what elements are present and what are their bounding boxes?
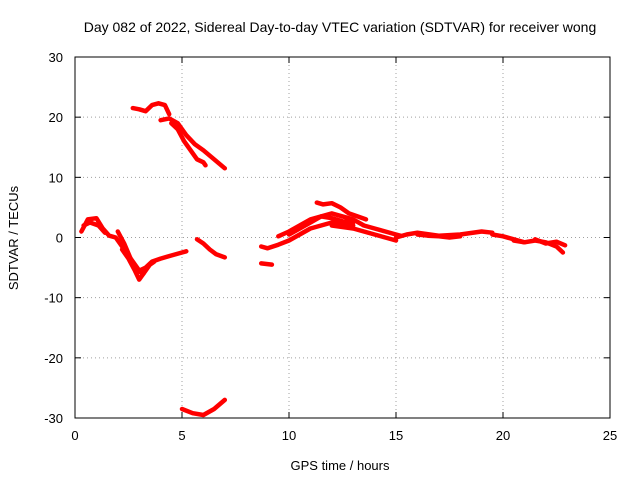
series-line-arc-10 [258,261,275,267]
series-line-arc-14 [286,211,403,238]
series-line-arc-8 [194,237,228,260]
x-tick-label: 20 [496,428,510,443]
series-line-arc-2 [81,220,108,235]
x-axis-label: GPS time / hours [291,458,390,473]
y-axis-label: SDTVAR / TECUs [6,185,21,290]
y-tick-label: -10 [44,291,63,306]
axis-ticks: 0 5 10 15 20 25 -30 -20 -10 0 10 20 30 [44,50,617,443]
x-tick-label: 15 [389,428,403,443]
series-line-arc-11 [258,220,356,251]
series-line-arc-4 [119,247,146,282]
series-line-arc-6 [158,116,228,171]
x-tick-label: 10 [282,428,296,443]
data-series-group [79,101,568,418]
series-line-arc-15 [329,223,399,243]
y-tick-label: 0 [56,231,63,246]
y-tick-label: -30 [44,411,63,426]
series-line-arc-13 [314,200,369,222]
series-line-arc-20 [532,237,568,248]
series-line-arc-17 [415,232,463,240]
x-tick-label: 0 [71,428,78,443]
y-tick-label: 30 [49,50,63,65]
x-tick-label: 25 [603,428,617,443]
chart-title: Day 082 of 2022, Sidereal Day-to-day VTE… [84,19,597,35]
x-tick-label: 5 [178,428,185,443]
y-tick-label: 20 [49,110,63,125]
y-tick-label: 10 [49,170,63,185]
series-line-arc-9 [179,397,228,418]
series-line-arc-7 [169,120,208,168]
y-tick-label: -20 [44,351,63,366]
series-line-arc-5 [130,101,172,117]
